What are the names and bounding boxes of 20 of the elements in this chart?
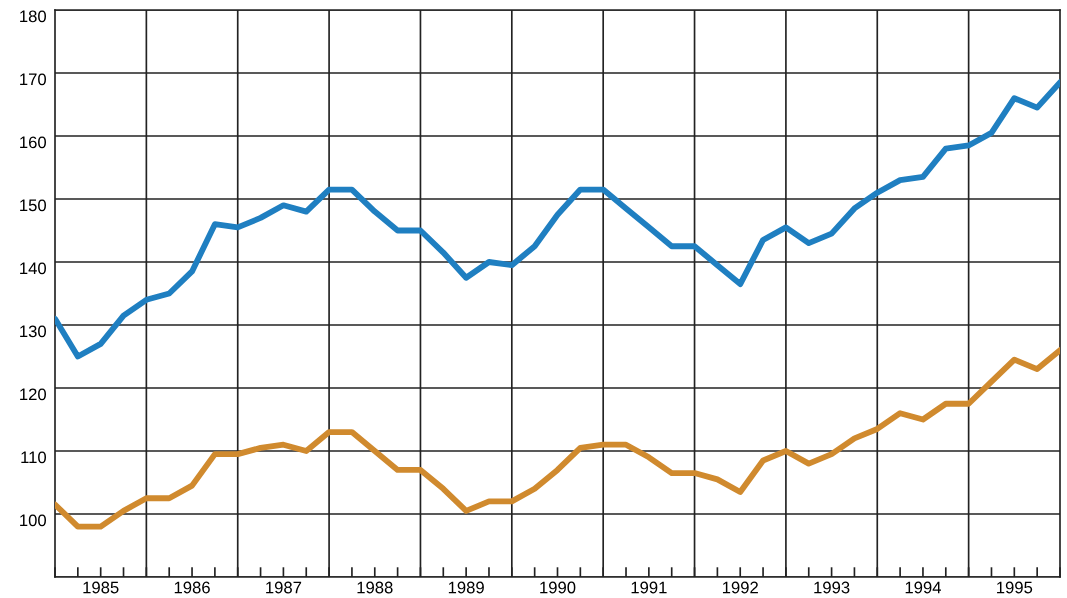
x-tick-label: 1993 xyxy=(814,581,850,594)
x-tick-label: 1990 xyxy=(540,581,576,594)
x-tick-label: 1995 xyxy=(997,581,1033,594)
x-tick-label: 1985 xyxy=(83,581,119,594)
x-tick-label: 1986 xyxy=(174,581,210,594)
y-tick-label: 120 xyxy=(20,388,47,401)
y-tick-label: 180 xyxy=(20,10,47,23)
y-tick-label: 150 xyxy=(20,199,47,212)
x-tick-label: 1992 xyxy=(722,581,758,594)
x-tick-label: 1991 xyxy=(631,581,667,594)
y-tick-label: 140 xyxy=(20,262,47,275)
x-tick-label: 1988 xyxy=(357,581,393,594)
y-tick-label: 130 xyxy=(20,325,47,338)
x-tick-label: 1989 xyxy=(448,581,484,594)
y-tick-label: 160 xyxy=(20,136,47,149)
y-tick-label: 170 xyxy=(20,73,47,86)
x-tick-label: 1994 xyxy=(905,581,942,594)
y-tick-label: 110 xyxy=(21,451,47,464)
x-tick-label: 1987 xyxy=(266,581,302,594)
y-tick-label: 100 xyxy=(20,514,47,527)
